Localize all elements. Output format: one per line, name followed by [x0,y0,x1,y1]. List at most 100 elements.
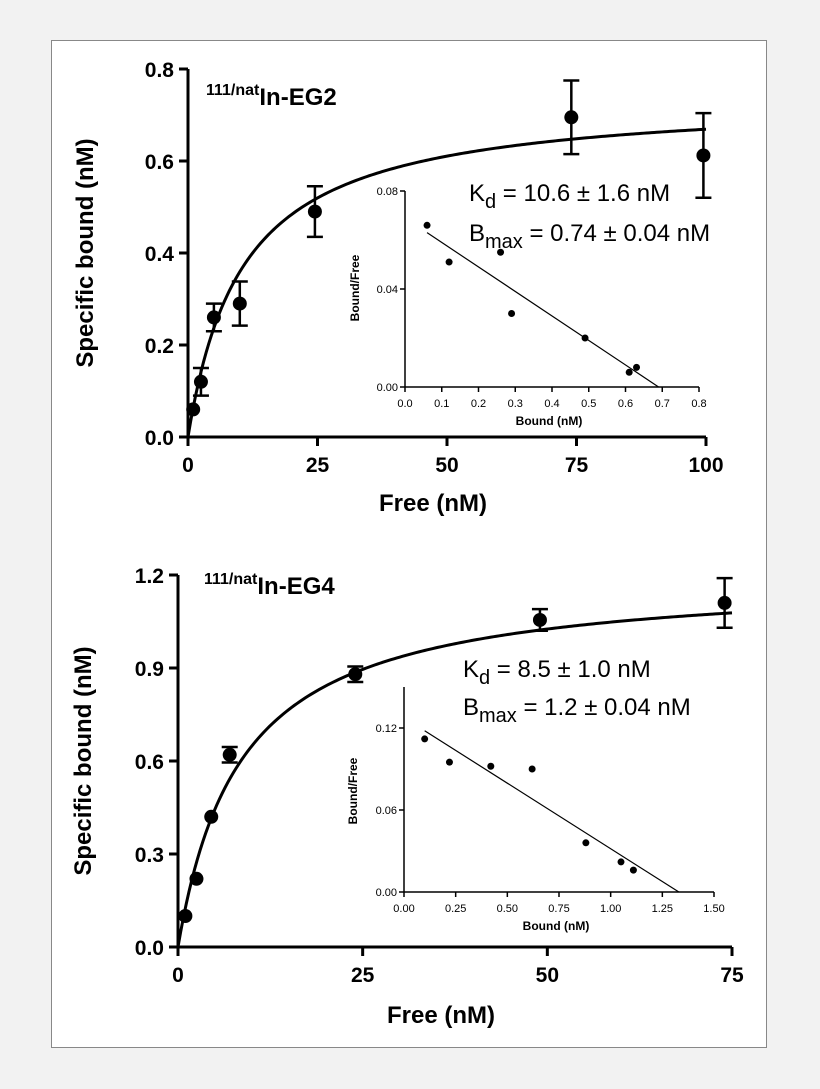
inset-x-axis-label: Bound (nM) [516,414,583,428]
bmax-annotation-symbol: B [463,694,479,721]
x-tick-label: 25 [351,964,375,987]
inset-x-tick-label: 1.25 [652,903,673,915]
x-axis-label: Free (nM) [387,1002,495,1029]
x-tick-label: 0 [172,964,184,987]
fit-curve [176,611,733,948]
inset-y-tick-label: 0.12 [376,723,397,735]
x-tick-label: 75 [565,454,589,477]
bmax-annotation-value: = 1.2 ± 0.04 nM [517,694,691,721]
data-point [178,909,193,923]
inset-x-tick-label: 0.2 [471,398,486,410]
inset-x-tick-label: 0.50 [497,903,518,915]
fit-curve [186,127,707,438]
title-text: In-EG2 [259,84,336,111]
chart-panel-1: 0.0 0.2 0.4 0.6 0.8 0 25 50 75 100 Free (nM) Specif… [72,59,724,517]
bmax-annotation: Bmax = 0.74 ± 0.04 nM [469,220,710,253]
inset-data-point [617,858,625,866]
inset-y-axis-label: Bound/Free [346,757,360,824]
y-tick-label: 0.0 [135,937,164,960]
inset-x-tick-label: 0.0 [397,398,412,410]
title-superscript: 111/nat [206,82,260,99]
data-point [307,204,322,219]
title-text: In-EG4 [257,573,335,600]
y-tick-label: 0.2 [145,335,174,358]
data-point [193,374,208,389]
figure-frame: 0.0 0.2 0.4 0.6 0.8 0 25 50 75 100 Free (nM) Specif… [51,40,767,1048]
data-point [189,871,204,886]
bmax-annotation-subscript: max [485,231,523,253]
inset-data-point [508,310,516,317]
x-tick-label: 50 [435,454,458,477]
title-superscript: 111/nat [204,571,258,588]
kd-annotation: Kd = 8.5 ± 1.0 nM [463,656,651,689]
y-tick-label: 0.9 [135,658,164,681]
data-point [186,402,201,417]
inset-x-tick-label: 1.50 [703,903,724,915]
inset-y-tick-label: 0.00 [377,382,398,394]
inset-data-point [582,839,590,847]
bmax-annotation-symbol: B [469,220,485,247]
inset-data-point [633,363,641,371]
inset-x-tick-label: 0.00 [393,903,414,915]
data-point [564,110,579,125]
kd-annotation-value: = 10.6 ± 1.6 nM [496,180,670,207]
data-point [222,747,237,762]
data-point [206,310,221,325]
inset-data-point [423,221,431,229]
bmax-annotation-value: = 0.74 ± 0.04 nM [523,220,710,247]
y-tick-label: 0.6 [135,751,164,774]
inset-x-tick-label: 0.6 [618,398,633,410]
inset-data-point [581,334,589,342]
inset-y-tick-label: 0.00 [376,887,397,899]
inset-regression-line [426,232,659,388]
inset-data-point [445,258,453,266]
inset-x-tick-label: 1.00 [600,903,621,915]
kd-annotation-value: = 8.5 ± 1.0 nM [490,656,651,683]
inset-data-point [487,762,495,770]
data-point [232,296,247,311]
inset-data-point [629,866,637,874]
kd-annotation: Kd = 10.6 ± 1.6 nM [469,180,670,213]
inset-y-axis-label: Bound/Free [348,254,362,321]
y-tick-label: 0.4 [145,243,175,266]
y-axis-label: Specific bound (nM) [72,138,99,367]
inset-x-tick-label: 0.4 [544,398,559,410]
inset-x-tick-label: 0.5 [581,398,596,410]
data-point [696,148,711,163]
chart-title: 111/natIn-EG4 [204,571,335,600]
y-tick-label: 0.8 [145,59,175,82]
kd-annotation-subscript: d [485,191,496,213]
binding-figure: 0.0 0.2 0.4 0.6 0.8 0 25 50 75 100 Free (nM) Specif… [70,59,744,1029]
y-tick-label: 0.0 [145,427,174,450]
inset-x-tick-label: 0.25 [445,903,466,915]
inset-x-tick-label: 0.1 [434,398,449,410]
inset-data-point [445,758,453,766]
x-tick-label: 0 [182,454,194,477]
x-tick-label: 50 [536,964,559,987]
inset-data-point [421,735,429,743]
x-tick-label: 100 [688,454,723,477]
chart-panel-2: 0.0 0.3 0.6 0.9 1.2 0 25 50 75 Free (nM) Specific … [70,565,744,1029]
y-tick-label: 1.2 [135,565,164,588]
inset-x-tick-label: 0.8 [691,398,706,410]
inset-x-tick-label: 0.3 [508,398,523,410]
chart-title: 111/natIn-EG2 [206,82,337,111]
kd-annotation-subscript: d [479,667,490,689]
x-tick-label: 75 [720,964,744,987]
data-point [717,595,732,610]
y-axis-label: Specific bound (nM) [70,646,97,875]
data-point [204,809,219,824]
inset-data-point [625,368,633,376]
inset-x-tick-label: 0.7 [655,398,670,410]
inset-y-tick-label: 0.08 [377,186,398,198]
inset-scatchard-plot: 0.00 0.04 0.08 0.0 0.1 0.2 0.3 0.4 0.5 0.6 0.7 0.8 B… [348,186,707,428]
inset-data-point [528,765,536,773]
kd-annotation-symbol: K [469,180,485,207]
inset-y-tick-label: 0.06 [376,805,397,817]
bmax-annotation: Bmax = 1.2 ± 0.04 nM [463,694,691,727]
kd-annotation-symbol: K [463,656,479,683]
inset-data-point [497,248,505,256]
x-axis-label: Free (nM) [379,490,487,517]
inset-scatchard-plot: 0.00 0.06 0.12 0.00 0.25 0.50 0.75 1.00 1.25 1.50… [346,687,725,933]
inset-y-tick-label: 0.04 [377,284,398,296]
